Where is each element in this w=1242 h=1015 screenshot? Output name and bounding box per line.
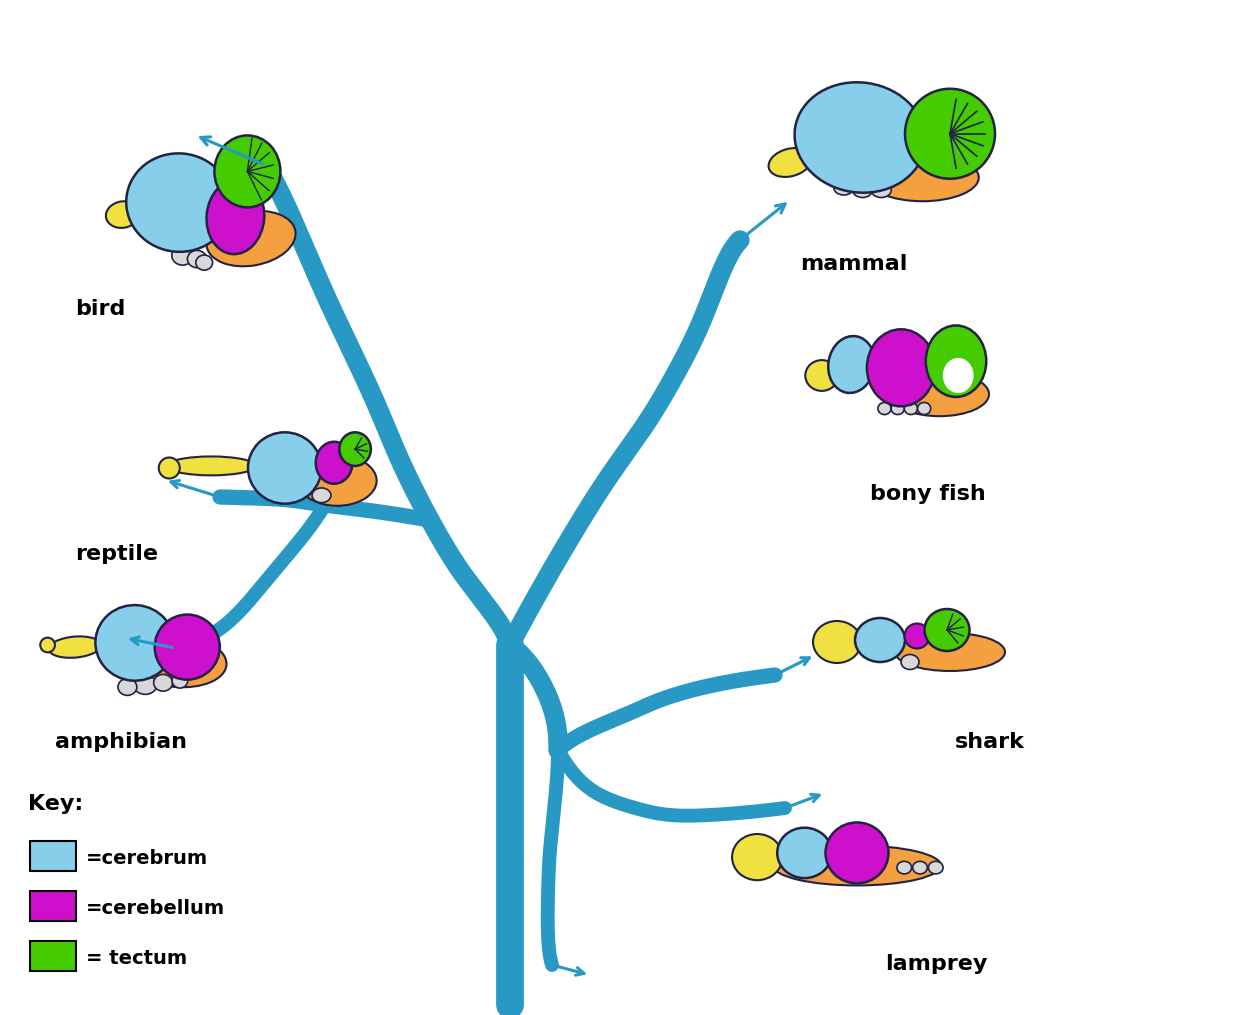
Ellipse shape: [40, 637, 55, 653]
Ellipse shape: [891, 373, 989, 416]
Text: =cerebrum: =cerebrum: [86, 849, 209, 868]
Ellipse shape: [154, 674, 173, 691]
Text: Key:: Key:: [29, 794, 83, 814]
Text: shark: shark: [955, 732, 1025, 752]
Text: =cerebellum: =cerebellum: [86, 899, 225, 918]
Ellipse shape: [166, 457, 256, 475]
Ellipse shape: [315, 442, 353, 484]
Ellipse shape: [805, 360, 838, 391]
Ellipse shape: [866, 153, 979, 201]
Text: = tectum: = tectum: [86, 949, 188, 968]
Ellipse shape: [826, 822, 888, 883]
FancyBboxPatch shape: [30, 941, 76, 971]
Ellipse shape: [215, 135, 281, 207]
FancyBboxPatch shape: [30, 891, 76, 921]
Ellipse shape: [854, 618, 905, 662]
Ellipse shape: [732, 834, 782, 880]
Ellipse shape: [118, 679, 137, 695]
Ellipse shape: [196, 255, 212, 270]
Ellipse shape: [248, 432, 322, 503]
Text: bird: bird: [75, 299, 125, 319]
Text: amphibian: amphibian: [55, 732, 188, 752]
Ellipse shape: [918, 403, 930, 414]
Ellipse shape: [878, 403, 891, 414]
Text: mammal: mammal: [800, 254, 908, 274]
Ellipse shape: [867, 329, 935, 406]
Ellipse shape: [769, 148, 811, 177]
FancyBboxPatch shape: [30, 841, 76, 871]
Ellipse shape: [206, 211, 296, 266]
Ellipse shape: [924, 609, 970, 651]
Text: lamprey: lamprey: [886, 954, 987, 974]
Ellipse shape: [900, 655, 919, 670]
Ellipse shape: [298, 456, 376, 505]
Ellipse shape: [828, 336, 874, 393]
Ellipse shape: [188, 251, 206, 268]
Ellipse shape: [904, 623, 929, 649]
Text: bony fish: bony fish: [869, 484, 986, 504]
Ellipse shape: [96, 605, 174, 681]
Ellipse shape: [795, 82, 925, 193]
Ellipse shape: [134, 675, 156, 694]
Ellipse shape: [913, 862, 928, 874]
Ellipse shape: [339, 432, 371, 466]
Ellipse shape: [925, 326, 986, 397]
Ellipse shape: [897, 862, 912, 874]
Ellipse shape: [173, 673, 188, 688]
Ellipse shape: [905, 88, 995, 179]
Ellipse shape: [127, 634, 226, 687]
Text: reptile: reptile: [75, 544, 158, 564]
Ellipse shape: [833, 180, 853, 195]
Ellipse shape: [871, 183, 892, 198]
Ellipse shape: [48, 636, 101, 658]
Ellipse shape: [159, 458, 180, 478]
Ellipse shape: [312, 488, 330, 502]
Ellipse shape: [127, 153, 232, 252]
Ellipse shape: [943, 358, 974, 393]
Ellipse shape: [929, 862, 943, 874]
Ellipse shape: [895, 633, 1005, 671]
Ellipse shape: [773, 845, 941, 885]
Ellipse shape: [155, 614, 220, 680]
Ellipse shape: [106, 201, 139, 228]
Ellipse shape: [814, 621, 861, 663]
Ellipse shape: [171, 246, 194, 265]
Ellipse shape: [206, 180, 265, 254]
Ellipse shape: [777, 827, 832, 878]
Ellipse shape: [891, 403, 904, 414]
Ellipse shape: [904, 403, 918, 414]
Ellipse shape: [852, 183, 872, 198]
